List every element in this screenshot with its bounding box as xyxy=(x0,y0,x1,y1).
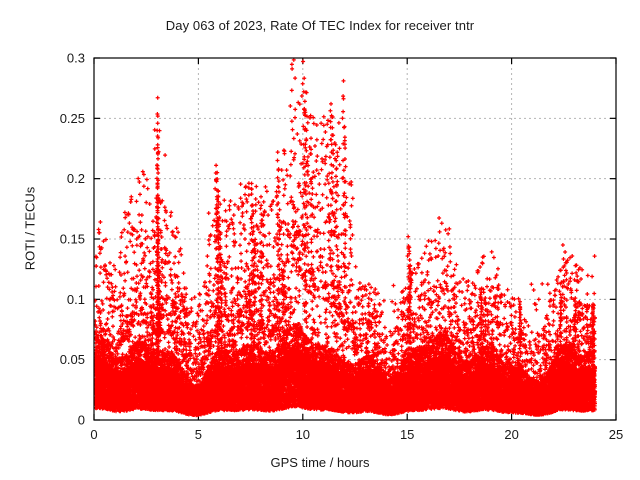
svg-text:0.1: 0.1 xyxy=(67,292,85,307)
svg-text:0.05: 0.05 xyxy=(60,352,85,367)
svg-text:25: 25 xyxy=(609,427,623,442)
x-axis-title: GPS time / hours xyxy=(270,455,370,470)
x-tick-labels: 0 5 10 15 20 25 xyxy=(90,427,623,442)
svg-text:0.15: 0.15 xyxy=(60,232,85,247)
svg-text:0: 0 xyxy=(78,413,85,428)
page-title: Day 063 of 2023, Rate Of TEC Index for r… xyxy=(165,18,475,33)
svg-text:5: 5 xyxy=(195,427,202,442)
y-axis-title: ROTI / TECUs xyxy=(22,186,38,271)
svg-text:0.3: 0.3 xyxy=(67,51,85,66)
plot-frame xyxy=(93,57,617,421)
svg-text:0.25: 0.25 xyxy=(60,111,85,126)
svg-text:10: 10 xyxy=(296,427,310,442)
y-tick-labels: 0 0.05 0.1 0.15 0.2 0.25 0.3 xyxy=(60,51,85,428)
data-points xyxy=(94,58,598,418)
svg-text:0.2: 0.2 xyxy=(67,171,85,186)
svg-text:15: 15 xyxy=(400,427,414,442)
svg-text:20: 20 xyxy=(504,427,518,442)
svg-text:0: 0 xyxy=(90,427,97,442)
